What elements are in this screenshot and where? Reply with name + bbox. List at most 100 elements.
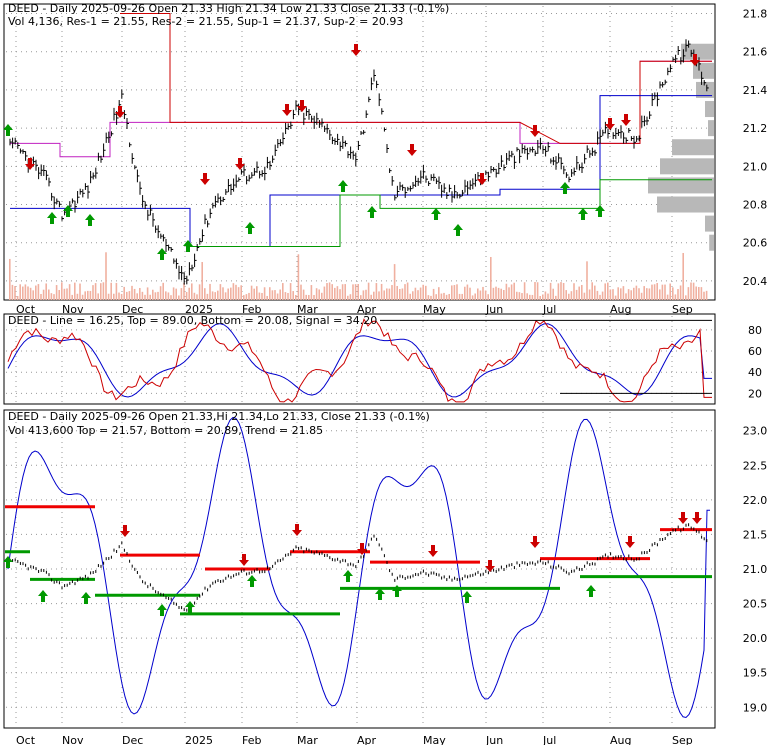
x-tick-label: Mar <box>297 303 318 316</box>
down-arrow-icon <box>530 536 540 548</box>
volume-bar <box>599 294 601 300</box>
stoch-signal-label: Signal = 34.20 <box>296 314 378 327</box>
volume-bar <box>269 287 271 300</box>
volume-bar <box>295 294 297 300</box>
volume-bar <box>679 285 682 300</box>
volume-bar <box>227 288 229 300</box>
volume-bar <box>274 290 276 300</box>
volume-bar <box>391 285 393 300</box>
legend-sup2: Sup-2 = 20.93 <box>324 15 404 28</box>
sup2-line <box>190 179 712 248</box>
volume-bar <box>365 289 367 300</box>
volume-bar <box>287 293 289 300</box>
volume-bar <box>659 289 661 300</box>
volume-bar <box>568 293 570 300</box>
volume-bar <box>115 282 118 300</box>
volume-bar <box>378 291 380 300</box>
volume-bar <box>68 284 71 300</box>
volume-bar <box>635 285 638 300</box>
volume-bar <box>687 287 690 300</box>
volume-bar <box>458 293 461 300</box>
up-arrow-icon <box>183 240 193 252</box>
volume-bar <box>349 294 352 300</box>
volume-bar <box>302 289 305 300</box>
y-tick-label: 21.8 <box>743 8 768 21</box>
volume-bar <box>500 288 502 300</box>
down-arrow-icon <box>292 524 302 536</box>
down-arrow-icon <box>428 545 438 557</box>
volume-bar <box>565 290 567 300</box>
legend-sup1: Sup-1 = 21.37 <box>237 15 317 28</box>
volume-profile-bar <box>708 120 714 137</box>
volume-bar <box>313 294 315 300</box>
volume-bar <box>547 293 549 300</box>
volume-bar <box>167 292 170 300</box>
volume-bar <box>443 292 445 300</box>
volume-bar <box>172 287 175 300</box>
y-tick-label: 23.0 <box>743 425 768 438</box>
volume-bar <box>9 258 11 300</box>
x-tick-label: May <box>423 734 446 745</box>
x-tick-label: Sep <box>672 303 693 316</box>
volume-bar <box>32 290 34 300</box>
trend-top-label: Top = 21.57 <box>76 424 143 437</box>
y-tick-label: 20.5 <box>743 598 768 611</box>
x-tick-label: Apr <box>357 303 377 316</box>
volume-bar <box>71 294 73 300</box>
volume-bar <box>536 282 539 300</box>
volume-bar <box>383 290 385 300</box>
volume-bar <box>339 289 341 300</box>
volume-bar <box>297 254 300 300</box>
volume-bar <box>560 282 562 300</box>
volume-bar <box>352 284 354 300</box>
volume-bar <box>180 288 183 300</box>
volume-bar <box>575 289 578 300</box>
volume-bar <box>638 288 640 300</box>
volume-bar <box>58 289 60 300</box>
volume-bar <box>471 295 474 300</box>
volume-bar <box>29 287 32 300</box>
volume-bar <box>414 287 417 300</box>
volume-bar <box>266 295 268 300</box>
volume-bar <box>323 286 326 300</box>
volume-bar <box>326 283 328 300</box>
up-arrow-icon <box>81 592 91 604</box>
volume-bar <box>612 289 614 300</box>
volume-bar <box>146 287 149 300</box>
x-tick-label: Jun <box>485 303 503 316</box>
volume-bar <box>118 292 120 300</box>
volume-bar <box>643 286 645 300</box>
volume-bar <box>331 284 333 300</box>
volume-profile-bar <box>681 43 714 60</box>
volume-bar <box>55 285 58 300</box>
volume-bar <box>474 293 476 300</box>
volume-bar <box>37 284 40 300</box>
volume-bar <box>45 283 47 300</box>
sup1-line <box>10 95 712 248</box>
x-tick-label: Dec <box>122 303 143 316</box>
volume-bar <box>664 284 666 300</box>
up-arrow-icon <box>560 182 570 194</box>
volume-bar <box>141 291 144 300</box>
x-tick-label: Oct <box>16 303 36 316</box>
volume-bar <box>492 287 495 300</box>
volume-bar <box>591 282 593 300</box>
volume-bar <box>183 282 185 300</box>
volume-bar <box>248 292 250 300</box>
x-tick-label: Nov <box>62 303 84 316</box>
volume-bar <box>617 287 619 300</box>
trend-line <box>7 416 710 719</box>
up-arrow-icon <box>247 575 257 587</box>
volume-bar <box>341 284 344 300</box>
up-arrow-icon <box>3 556 13 568</box>
volume-bar <box>552 288 554 300</box>
volume-bar <box>92 285 94 300</box>
volume-bar <box>700 287 703 300</box>
volume-bar <box>360 295 362 300</box>
y-tick-label: 21.4 <box>743 84 768 97</box>
volume-bar <box>495 286 497 300</box>
volume-bar <box>521 293 523 300</box>
volume-bar <box>253 288 255 300</box>
y-tick-label: 21.0 <box>743 563 768 576</box>
trend-value-label: Trend = 21.85 <box>244 424 323 437</box>
